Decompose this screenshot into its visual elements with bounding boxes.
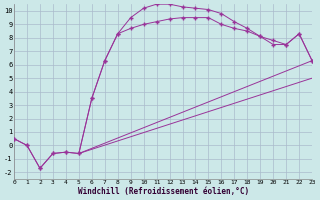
X-axis label: Windchill (Refroidissement éolien,°C): Windchill (Refroidissement éolien,°C) [77, 187, 249, 196]
